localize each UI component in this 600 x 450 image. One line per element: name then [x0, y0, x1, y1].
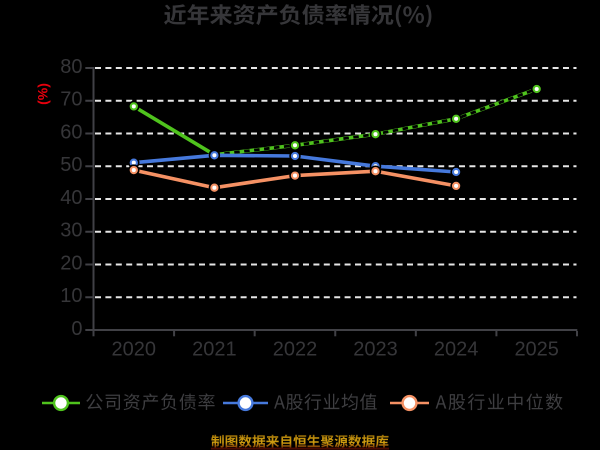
svg-text:2020: 2020 — [112, 339, 157, 361]
svg-text:2021: 2021 — [192, 339, 237, 361]
svg-text:10: 10 — [60, 285, 82, 307]
svg-text:60: 60 — [60, 121, 82, 143]
svg-text:50: 50 — [60, 154, 82, 176]
svg-text:2023: 2023 — [353, 339, 398, 361]
svg-text:40: 40 — [60, 187, 82, 209]
svg-text:80: 80 — [60, 56, 82, 78]
svg-text:70: 70 — [60, 89, 82, 111]
svg-text:2025: 2025 — [514, 339, 559, 361]
svg-text:30: 30 — [60, 220, 82, 242]
svg-text:0: 0 — [71, 318, 82, 340]
svg-text:2022: 2022 — [273, 339, 318, 361]
svg-text:(%): (%) — [35, 83, 51, 105]
svg-text:2024: 2024 — [434, 339, 479, 361]
svg-text:20: 20 — [60, 252, 82, 274]
